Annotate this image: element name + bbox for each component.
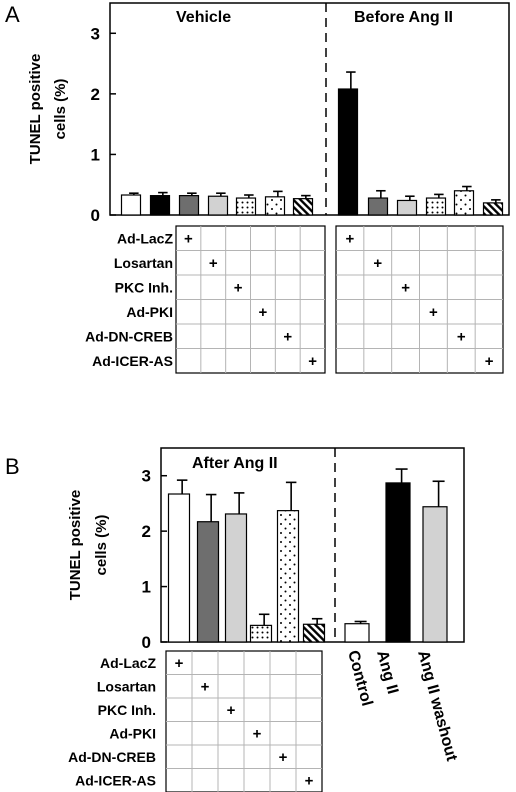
- panel-b-category-label-1: Ang II: [373, 649, 401, 696]
- panel-b-row-label: Ad-ICER-AS: [75, 772, 156, 788]
- panel-b-row-label: Ad-DN-CREB: [68, 749, 156, 765]
- panel-a-ytick-label: 0: [91, 206, 100, 225]
- panel-b-bar-g1-2: [422, 506, 448, 643]
- panel-a-plus-mark: +: [209, 255, 218, 272]
- panel-a-plot-frame: [109, 2, 510, 216]
- panel-b-bar-g0-4: [276, 510, 300, 643]
- panel-a-bar-g1-3: [425, 197, 447, 216]
- panel-a-bar-g0-4: [235, 197, 257, 216]
- panel-b-row-label: Ad-PKI: [109, 725, 156, 741]
- panel-a-ytick-label: 2: [91, 85, 100, 104]
- panel-a-bar-g1-4: [453, 190, 475, 216]
- panel-a-row-label: Losartan: [114, 255, 173, 271]
- panel-a-ylabel-line2: cells (%): [52, 79, 69, 140]
- panel-a-plus-mark: +: [429, 304, 438, 321]
- panel-a-bar-g0-2: [178, 195, 200, 216]
- panel-b-letter: B: [5, 454, 20, 479]
- panel-b-plus-mark: +: [175, 655, 184, 672]
- panel-b-bar-g0-0: [167, 493, 191, 643]
- panel-a-row-label: Ad-DN-CREB: [85, 328, 173, 344]
- panel-b-ytick-label: 0: [142, 633, 151, 652]
- panel-b-plus-mark: +: [201, 678, 210, 695]
- panel-b-bar-g0-2: [224, 513, 248, 643]
- panel-a-vehicle-title: Vehicle: [176, 9, 231, 26]
- panel-a-letter: A: [5, 2, 20, 27]
- panel-b-plus-mark: +: [279, 749, 288, 766]
- panel-b-row-label: PKC Inh.: [98, 702, 156, 718]
- panel-a-plus-mark: +: [259, 304, 268, 321]
- panel-b-bar-g1-0: [344, 623, 370, 643]
- panel-a-plus-mark: +: [184, 230, 193, 247]
- panel-a-bar-g1-1: [367, 197, 389, 216]
- panel-b-ytick-label: 2: [142, 522, 151, 541]
- panel-b-category-label-0: Control: [344, 649, 375, 708]
- panel-a-before-title: Before Ang II: [354, 9, 453, 26]
- panel-a-row-label: Ad-LacZ: [117, 230, 173, 246]
- panel-a-plus-mark: +: [401, 279, 410, 296]
- panel-b-row-label: Ad-LacZ: [100, 655, 156, 671]
- panel-a-plus-mark: +: [308, 353, 317, 370]
- panel-a-bar-g0-5: [264, 196, 286, 216]
- panel-a-plus-mark: +: [234, 279, 243, 296]
- panel-a-plus-mark: +: [283, 328, 292, 345]
- panel-a-bar-g1-5: [482, 202, 504, 216]
- panel-a-ylabel-line1: TUNEL positive: [27, 54, 44, 165]
- panel-a-row-label: Ad-PKI: [126, 304, 173, 320]
- panel-b-plus-mark: +: [305, 772, 314, 789]
- panel-b-ytick-label: 1: [142, 578, 151, 597]
- panel-a-ytick-label: 3: [91, 24, 100, 43]
- panel-b-bar-g0-1: [196, 521, 220, 643]
- panel-a-bar-g0-3: [207, 195, 229, 216]
- panel-b-ylabel-line1: TUNEL positive: [67, 490, 84, 601]
- panel-a-plus-mark: +: [457, 328, 466, 345]
- panel-b-category-label-2: Ang II washout: [414, 649, 460, 764]
- panel-b-row-label: Losartan: [97, 678, 156, 694]
- panel-a-plus-mark: +: [346, 230, 355, 247]
- panel-b-bar-g0-5: [302, 623, 326, 643]
- panel-a-bar-g1-0: [337, 88, 359, 216]
- panel-b-plus-mark: +: [253, 725, 262, 742]
- panel-a-bar-g1-2: [396, 199, 418, 216]
- panel-b-bar-g0-3: [249, 624, 273, 643]
- panel-a-plus-mark: +: [485, 353, 494, 370]
- panel-a-bar-g0-6: [292, 198, 314, 216]
- panel-a-row-label: Ad-ICER-AS: [92, 353, 173, 369]
- panel-b-bar-g1-1: [385, 482, 411, 643]
- panel-b-after-title: After Ang II: [192, 455, 278, 472]
- panel-a-ytick-label: 1: [91, 145, 100, 164]
- panel-b-ytick-label: 3: [142, 467, 151, 486]
- panel-a-bar-g0-0: [120, 194, 142, 216]
- panel-a-bar-g0-1: [149, 195, 171, 216]
- panel-b-ylabel-line2: cells (%): [93, 515, 110, 576]
- panel-a-plus-mark: +: [373, 255, 382, 272]
- panel-b-plus-mark: +: [227, 702, 236, 719]
- panel-a-row-label: PKC Inh.: [115, 279, 173, 295]
